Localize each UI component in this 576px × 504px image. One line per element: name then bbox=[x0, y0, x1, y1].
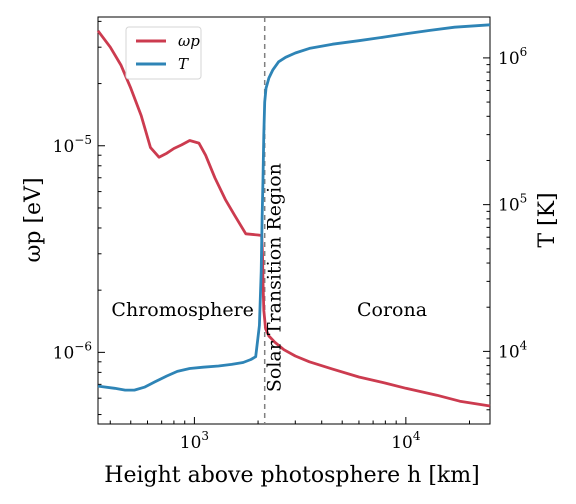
annotations: Chromosphere Solar Transition Region Coron… bbox=[111, 163, 427, 392]
legend-label-temperature: T bbox=[178, 55, 189, 73]
x-tick-label: 103 bbox=[180, 429, 209, 453]
legend: ωp T bbox=[125, 26, 202, 80]
series-line-temperature bbox=[97, 23, 491, 392]
major-ticks: 103 104 10−6 10−5 104 105 106 bbox=[53, 45, 528, 453]
plot-frame bbox=[97, 16, 491, 425]
y-right-tick-label: 104 bbox=[498, 338, 528, 362]
annotation-corona: Corona bbox=[357, 299, 427, 321]
x-tick-label: 104 bbox=[391, 429, 421, 453]
y-left-tick-label: 10−6 bbox=[53, 339, 92, 363]
legend-label-omega: ωp bbox=[178, 32, 200, 50]
annotation-transition-region: Solar Transition Region bbox=[263, 163, 285, 392]
minor-ticks bbox=[98, 20, 490, 424]
plot-area bbox=[97, 16, 491, 425]
series-layer bbox=[96, 23, 491, 408]
y-left-tick-label: 10−5 bbox=[53, 133, 92, 157]
annotation-chromosphere: Chromosphere bbox=[111, 299, 253, 321]
x-axis-label: Height above photosphere h [km] bbox=[104, 463, 479, 488]
series-line-omega bbox=[96, 29, 491, 408]
y-left-axis-label: ωp [eV] bbox=[21, 177, 46, 262]
y-right-axis-label: T [K] bbox=[535, 192, 560, 247]
y-right-tick-label: 105 bbox=[498, 192, 527, 216]
y-right-tick-label: 106 bbox=[498, 45, 527, 69]
